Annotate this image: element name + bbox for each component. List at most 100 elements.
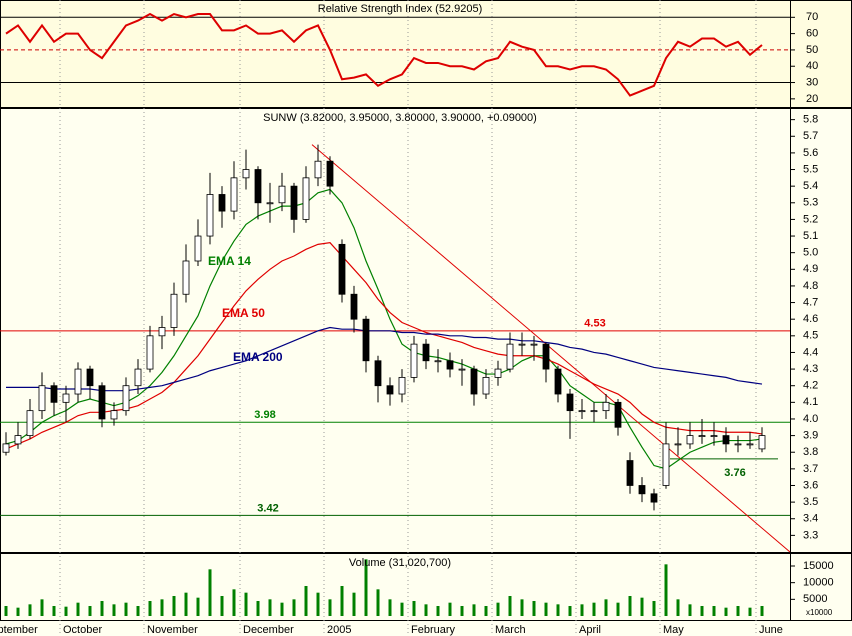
candle-body: [686, 435, 694, 445]
volume-bar: [52, 606, 56, 616]
candle-body: [134, 368, 142, 387]
volume-bar: [748, 607, 752, 616]
y-tick-label: 40: [806, 60, 818, 72]
volume-bar: [76, 602, 80, 616]
volume-bar: [556, 604, 560, 616]
candle-body: [674, 443, 682, 446]
candle-body: [62, 393, 70, 403]
ema-label: EMA 50: [222, 306, 265, 320]
volume-bar: [520, 599, 524, 616]
volume-bar: [280, 602, 284, 616]
candle-body: [446, 360, 454, 370]
volume-bar: [40, 599, 44, 616]
candle-body: [374, 360, 382, 387]
volume-title: Volume (31,020,700): [349, 557, 451, 569]
ema-label: EMA 14: [208, 254, 251, 268]
y-tick-label: 3.8: [803, 446, 818, 458]
volume-bar: [532, 601, 536, 616]
y-tick-label: 3.6: [803, 479, 818, 491]
candle-body: [542, 343, 550, 370]
y-tick-label: 4.1: [803, 396, 818, 408]
volume-bar: [460, 606, 464, 616]
rsi-title: Relative Strength Index (52.9205): [318, 3, 483, 15]
candle-body: [242, 169, 250, 179]
candle-body: [2, 443, 10, 453]
candle-body: [650, 493, 658, 503]
ema-line: [5, 188, 763, 470]
volume-bar: [580, 604, 584, 616]
x-tick-label: December: [243, 624, 294, 636]
y-tick-label: 5.4: [803, 180, 818, 192]
candle-body: [722, 435, 730, 445]
y-tick-label: 4.5: [803, 330, 818, 342]
candle-body: [98, 385, 106, 420]
volume-bar: [676, 599, 680, 616]
candle-body: [662, 443, 670, 486]
volume-bar: [592, 602, 596, 616]
volume-bar: [712, 606, 716, 616]
volume-bar: [244, 592, 248, 616]
candle-body: [698, 435, 706, 437]
y-tick-label: 4.4: [803, 346, 818, 358]
y-tick-label: 5000: [803, 593, 827, 605]
candle-body: [278, 185, 286, 204]
y-tick-label: 3.9: [803, 430, 818, 442]
x-tick-label: February: [411, 624, 456, 636]
candle-body: [422, 343, 430, 362]
y-tick-label: 4.8: [803, 280, 818, 292]
volume-bar: [172, 596, 176, 616]
volume-bar: [340, 586, 344, 616]
ema-line: [6, 326, 763, 392]
candle-body: [302, 177, 310, 220]
y-tick-label: 5.8: [803, 114, 818, 126]
candle-body: [494, 368, 502, 378]
volume-bar: [352, 592, 356, 616]
candle-body: [506, 343, 514, 370]
volume-bar: [64, 606, 68, 616]
y-tick-label: 60: [806, 28, 818, 40]
volume-bar: [232, 589, 236, 616]
volume-bar: [724, 607, 728, 616]
candle-body: [50, 385, 58, 403]
candle-body: [710, 435, 718, 437]
volume-bar: [208, 569, 212, 616]
y-tick-label: 4.2: [803, 380, 818, 392]
candle-body: [218, 194, 226, 212]
volume-bar: [124, 602, 128, 616]
y-tick-label: 3.3: [803, 529, 818, 541]
y-tick-label: 5.6: [803, 147, 818, 159]
y-tick-label: 5.7: [803, 130, 818, 142]
volume-bar: [496, 602, 500, 616]
candle-body: [590, 410, 598, 413]
volume-bar: [148, 601, 152, 616]
candle-body: [410, 343, 418, 378]
candle-body: [326, 160, 334, 187]
y-tick-label: 20: [806, 93, 818, 105]
candle-body: [434, 360, 442, 363]
candle-body: [482, 376, 490, 395]
candle-body: [554, 368, 562, 395]
x-tick-label: October: [63, 624, 102, 636]
y-tick-label: 15000: [803, 560, 834, 572]
rsi-line: [5, 12, 763, 97]
volume-bar: [304, 586, 308, 616]
level-label: 3.76: [724, 467, 745, 479]
candle-body: [470, 368, 478, 395]
x-tick-label: June: [759, 624, 783, 636]
volume-bar: [364, 559, 368, 616]
candle-body: [14, 435, 22, 445]
y-tick-label: 70: [806, 11, 818, 23]
volume-bar: [28, 604, 32, 616]
candle-body: [518, 343, 526, 346]
volume-bar: [412, 601, 416, 616]
candle-body: [350, 293, 358, 320]
ema-label: EMA 200: [233, 350, 283, 364]
candle-body: [734, 443, 742, 446]
candle-body: [122, 385, 130, 412]
volume-bar: [388, 599, 392, 616]
y-tick-label: 5.0: [803, 247, 818, 259]
volume-bar: [112, 604, 116, 616]
candle-body: [746, 443, 754, 446]
volume-bar: [436, 606, 440, 616]
candle-body: [110, 410, 118, 420]
